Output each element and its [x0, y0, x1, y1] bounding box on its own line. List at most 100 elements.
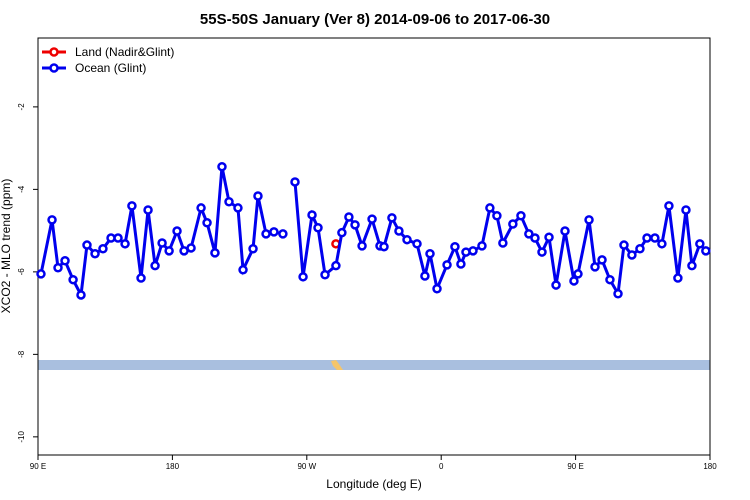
data-point — [425, 248, 435, 259]
data-point — [113, 233, 123, 243]
legend-marker — [49, 47, 59, 57]
data-point — [150, 260, 160, 271]
x-tick-label: 90 E — [30, 462, 46, 471]
data-point — [498, 238, 508, 248]
data-point — [76, 290, 86, 300]
plot-frame — [37, 37, 711, 456]
x-tick-label: 180 — [703, 462, 717, 471]
map-strip — [38, 360, 710, 370]
data-point — [627, 250, 637, 260]
data-point — [320, 270, 330, 280]
data-point — [687, 260, 697, 271]
x-tick-label: 180 — [166, 462, 180, 471]
data-point — [298, 272, 308, 282]
x-tick-label: 90 W — [297, 462, 316, 471]
data-point — [619, 240, 629, 250]
data-point — [597, 255, 607, 265]
data-point — [331, 260, 341, 271]
data-point — [584, 215, 594, 225]
data-point — [60, 255, 70, 266]
data-point — [350, 220, 360, 230]
data-point — [432, 284, 442, 294]
x-tick-label: 0 — [439, 462, 444, 471]
data-point — [379, 241, 389, 252]
data-point — [120, 239, 130, 249]
data-point — [573, 269, 583, 279]
y-tick-label: -8 — [17, 350, 26, 358]
data-point — [635, 244, 645, 254]
data-point — [238, 265, 248, 275]
data-point — [196, 203, 206, 213]
map-land — [331, 360, 343, 370]
data-point — [650, 233, 660, 243]
chart-title: 55S-50S January (Ver 8) 2014-09-06 to 20… — [200, 11, 550, 28]
data-point — [278, 229, 288, 239]
data-point — [530, 233, 540, 243]
data-point — [524, 229, 534, 239]
data-point — [313, 222, 323, 233]
data-point — [695, 239, 705, 249]
data-point — [394, 226, 404, 236]
data-point — [344, 212, 354, 222]
data-point — [420, 271, 430, 281]
data-point — [701, 246, 711, 256]
data-point — [210, 248, 220, 258]
y-tick-label: -2 — [17, 103, 26, 111]
data-point — [468, 246, 478, 256]
data-point — [485, 203, 495, 213]
data-point — [537, 247, 547, 257]
data-point — [307, 210, 317, 220]
data-point — [412, 239, 422, 249]
data-point — [569, 276, 579, 286]
y-tick-label: -4 — [17, 185, 26, 193]
data-point — [98, 244, 108, 254]
data-point — [172, 226, 182, 236]
data-point — [53, 262, 63, 273]
data-point — [367, 214, 377, 224]
legend-marker — [49, 63, 59, 73]
data-point — [613, 288, 623, 299]
x-axis-label: Longitude (deg E) — [326, 477, 421, 491]
data-point — [681, 205, 691, 215]
data-point — [127, 201, 137, 211]
data-point — [337, 227, 347, 238]
data-point — [642, 233, 652, 243]
data-point — [90, 248, 100, 259]
data-point — [143, 205, 153, 215]
data-point — [544, 232, 554, 242]
data-point — [456, 259, 466, 269]
data-point — [605, 274, 615, 285]
legend-label: Ocean (Glint) — [75, 61, 146, 75]
data-point — [82, 240, 92, 250]
data-point — [36, 269, 46, 279]
data-point — [450, 241, 460, 252]
data-point — [477, 241, 487, 251]
data-point — [217, 161, 227, 172]
data-point — [657, 239, 667, 249]
data-point — [136, 273, 146, 283]
data-point — [673, 273, 683, 283]
y-tick-label: -10 — [17, 431, 26, 443]
data-point — [508, 219, 518, 229]
data-point — [47, 215, 57, 225]
data-point — [664, 201, 674, 211]
data-point — [68, 274, 78, 285]
y-tick-label: -6 — [17, 268, 26, 276]
data-point — [269, 227, 279, 237]
data-point — [233, 203, 243, 213]
data-point — [253, 191, 263, 201]
data-point — [442, 260, 452, 270]
x-tick-label: 90 E — [567, 462, 583, 471]
data-point — [590, 262, 600, 272]
data-point — [551, 280, 561, 290]
data-point — [157, 238, 167, 248]
data-point — [357, 241, 367, 251]
data-point — [560, 226, 570, 236]
data-point — [248, 244, 258, 254]
data-point — [402, 234, 412, 245]
data-point — [224, 196, 234, 207]
data-point — [387, 213, 397, 223]
data-point — [261, 229, 271, 239]
